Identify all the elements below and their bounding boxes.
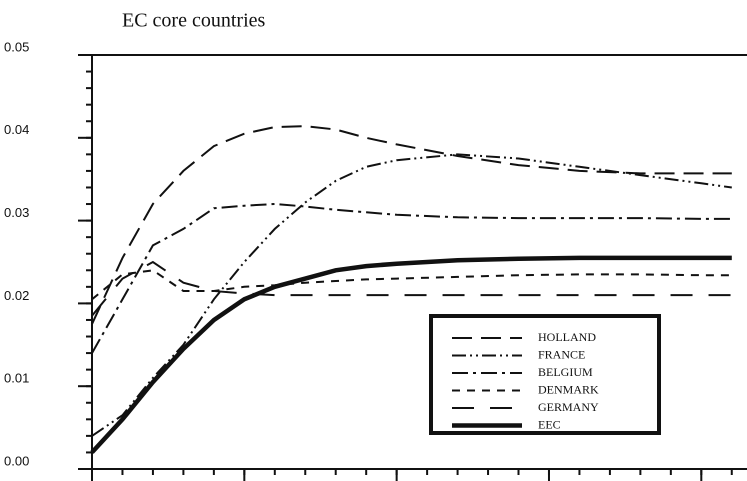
y-tick-label: 0.01 <box>4 371 29 386</box>
series-line <box>91 269 732 301</box>
legend-label: FRANCE <box>538 347 585 361</box>
y-tick-label: 0.03 <box>4 205 29 220</box>
y-tick-label: 0.00 <box>4 453 29 468</box>
series-line <box>91 260 732 317</box>
series-line <box>91 202 732 354</box>
series-line <box>91 125 732 325</box>
series-line <box>91 153 732 437</box>
legend-label: EEC <box>538 417 561 431</box>
legend-box <box>429 314 661 435</box>
y-tick-label: 0.02 <box>4 288 29 303</box>
chart-title: EC core countries <box>122 10 265 32</box>
y-tick-label: 0.05 <box>4 39 29 54</box>
legend-label: BELGIUM <box>538 365 593 379</box>
legend-label: GERMANY <box>538 400 599 414</box>
series-line <box>90 255 732 454</box>
legend-label: HOLLAND <box>538 330 596 344</box>
y-tick-label: 0.04 <box>4 122 29 137</box>
legend-label: DENMARK <box>538 382 599 396</box>
